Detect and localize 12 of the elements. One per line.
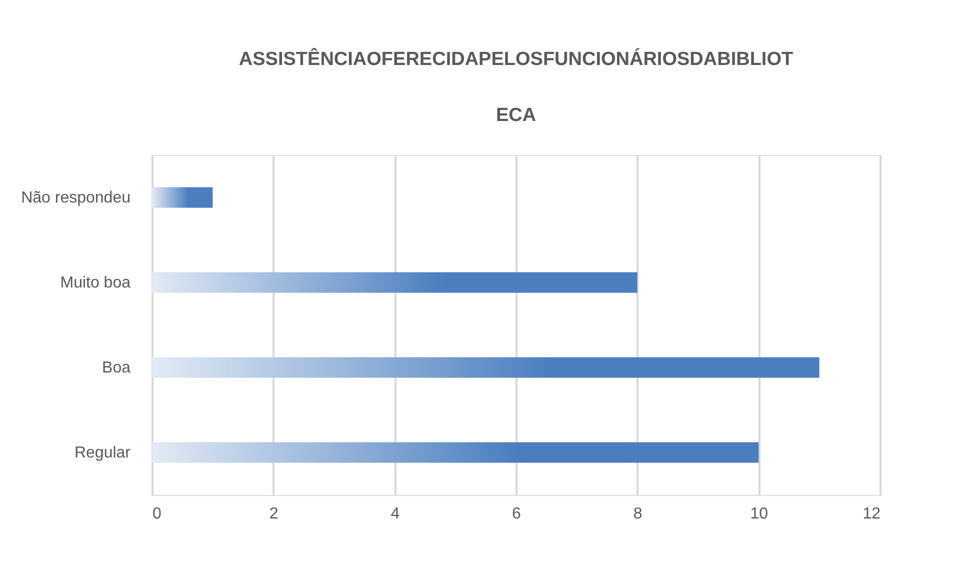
x-tick-label: 12: [862, 506, 881, 522]
y-tick-label: Não respondeu: [21, 190, 130, 206]
y-tick-label: Muito boa: [60, 274, 131, 292]
x-tick-label: 4: [390, 506, 400, 522]
x-tick-label: 8: [633, 506, 642, 522]
y-tick-label: Boa: [102, 360, 131, 376]
x-tick-label: 6: [512, 506, 522, 522]
x-tick-label: 2: [269, 506, 278, 522]
y-tick-label: Regular: [74, 444, 132, 462]
chart-title: ASSISTÊNCIAOFERECIDAPELOSFUNCIONÁRIOSDABIBLIOTECA: [238, 49, 794, 126]
x-tick-label: 10: [750, 506, 768, 522]
x-tick-label: 0: [152, 506, 162, 522]
